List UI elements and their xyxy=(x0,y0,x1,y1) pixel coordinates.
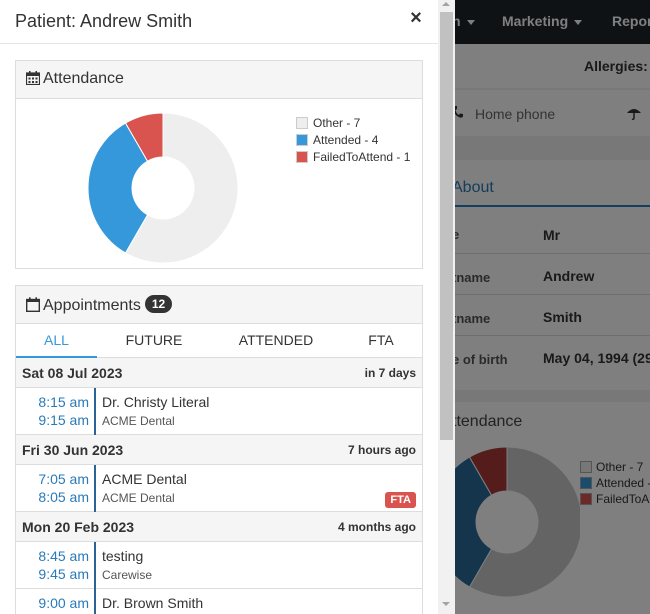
donut-slice-other xyxy=(124,112,239,264)
scroll-up-arrow-icon[interactable] xyxy=(442,2,450,6)
patient-modal: Patient: Andrew Smith × Attendance xyxy=(0,0,438,614)
tab-attended[interactable]: ATTENDED xyxy=(238,332,314,348)
calendar-icon xyxy=(25,297,41,317)
legend-item-attended: Attended - 4 xyxy=(296,133,410,150)
modal-header: Patient: Andrew Smith × xyxy=(0,0,438,44)
appointment-times: 9:00 am xyxy=(16,589,96,614)
modal-title: Patient: Andrew Smith xyxy=(15,11,193,31)
scroll-down-arrow-icon[interactable] xyxy=(442,602,450,606)
appointment-title: Dr. Brown Smith xyxy=(102,595,204,611)
scrollbar-thumb[interactable] xyxy=(440,12,453,440)
donut-slice-attended xyxy=(87,122,149,254)
end-time: 9:45 am xyxy=(38,566,89,582)
date-group-header: Fri 30 Jun 2023 7 hours ago xyxy=(16,435,422,465)
attendance-donut-chart xyxy=(87,112,239,264)
appointment-item[interactable]: 8:45 am 9:45 am testing Carewise xyxy=(16,542,422,589)
appointment-times: 8:15 am 9:15 am xyxy=(16,388,96,435)
appointment-tabs: ALL FUTURE ATTENDED FTA xyxy=(16,324,422,358)
legend-item-failed: FailedToAttend - 1 xyxy=(296,150,410,167)
donut-slice-failedtoattend xyxy=(124,112,164,162)
attendance-panel: Attendance Other - 7 Attended - 4 Failed… xyxy=(15,60,423,269)
tab-fta[interactable]: FTA xyxy=(368,332,394,348)
appointments-title: Appointments 12 xyxy=(25,295,173,317)
appointment-title: testing xyxy=(102,548,144,564)
modal-scrollbar[interactable] xyxy=(438,0,455,614)
appointment-location: ACME Dental xyxy=(102,491,175,505)
date-group-header: Mon 20 Feb 2023 4 months ago xyxy=(16,512,422,542)
end-time: 8:05 am xyxy=(38,489,89,505)
appointment-location: ACME Dental xyxy=(102,414,175,428)
appointment-item[interactable]: 8:15 am 9:15 am Dr. Christy Literal ACME… xyxy=(16,388,422,435)
calendar-grid-icon xyxy=(25,71,41,90)
legend-item-other: Other - 7 xyxy=(296,116,410,133)
relative-time: in 7 days xyxy=(364,366,416,380)
start-time: 9:00 am xyxy=(38,595,89,611)
appointment-times: 7:05 am 8:05 am xyxy=(16,465,96,512)
date-label: Fri 30 Jun 2023 xyxy=(22,442,124,458)
legend-swatch xyxy=(296,134,308,146)
tab-all[interactable]: ALL xyxy=(16,324,97,358)
appointment-title: Dr. Christy Literal xyxy=(102,394,210,410)
legend-swatch xyxy=(296,117,308,129)
appointments-panel: Appointments 12 ALL FUTURE ATTENDED FTA S… xyxy=(15,285,423,614)
start-time: 8:45 am xyxy=(38,548,89,564)
appointment-times: 8:45 am 9:45 am xyxy=(16,542,96,589)
appointment-item[interactable]: 7:05 am 8:05 am ACME Dental ACME Dental … xyxy=(16,465,422,512)
attendance-legend: Other - 7 Attended - 4 FailedToAttend - … xyxy=(296,116,410,167)
fta-status-badge: FTA xyxy=(385,492,416,508)
start-time: 7:05 am xyxy=(38,471,89,487)
date-label: Sat 08 Jul 2023 xyxy=(22,365,123,381)
appointment-location: Carewise xyxy=(102,568,153,582)
close-button[interactable]: × xyxy=(410,7,422,29)
attendance-title: Attendance xyxy=(25,70,124,90)
attendance-panel-heading: Attendance xyxy=(16,61,422,99)
appointment-title: ACME Dental xyxy=(102,471,187,487)
appointments-panel-heading: Appointments 12 xyxy=(16,286,422,324)
end-time: 9:15 am xyxy=(38,412,89,428)
appointment-item[interactable]: 9:00 am Dr. Brown Smith xyxy=(16,589,422,614)
date-label: Mon 20 Feb 2023 xyxy=(22,519,135,535)
date-group-header: Sat 08 Jul 2023 in 7 days xyxy=(16,358,422,388)
appointments-count-badge: 12 xyxy=(144,295,173,313)
legend-swatch xyxy=(296,151,308,163)
tab-future[interactable]: FUTURE xyxy=(125,332,183,348)
start-time: 8:15 am xyxy=(38,394,89,410)
relative-time: 7 hours ago xyxy=(347,443,416,457)
relative-time: 4 months ago xyxy=(337,520,416,534)
